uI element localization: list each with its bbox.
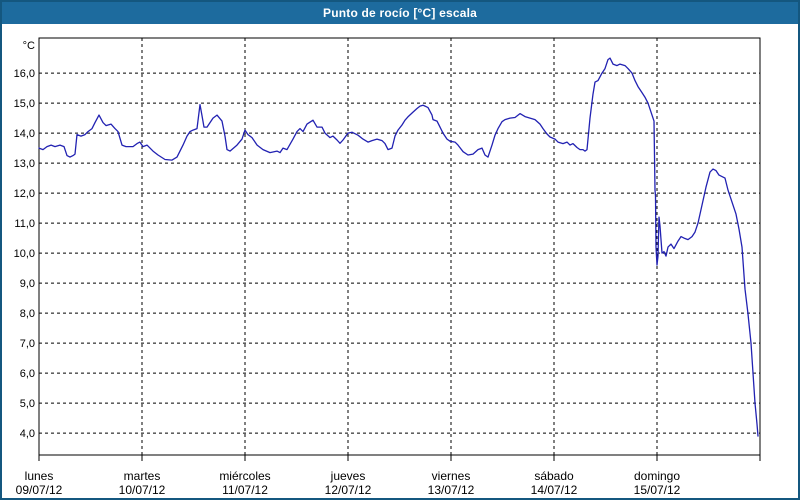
y-tick-label: 6,0 bbox=[20, 368, 35, 380]
y-tick-label: 16,0 bbox=[14, 68, 35, 80]
x-day-label: jueves bbox=[330, 469, 366, 483]
y-tick-label: 10,0 bbox=[14, 248, 35, 260]
x-day-label: martes bbox=[124, 469, 161, 483]
dew-point-line bbox=[38, 57, 759, 437]
x-date-label: 12/07/12 bbox=[325, 483, 372, 497]
chart-area: 16,0 15,0 14,0 13,0 12,0 11,0 10,0 9,0 8,0 7,0 6,0… bbox=[2, 24, 798, 498]
x-date-label: 15/07/12 bbox=[634, 483, 681, 497]
x-day-label: domingo bbox=[634, 469, 680, 483]
y-tick-label: 14,0 bbox=[14, 128, 35, 140]
y-tick-label: 9,0 bbox=[20, 278, 35, 290]
x-date-label: 13/07/12 bbox=[428, 483, 475, 497]
y-tick-label: 5,0 bbox=[20, 398, 35, 410]
y-tick-label: 12,0 bbox=[14, 188, 35, 200]
y-tick-label: 11,0 bbox=[14, 218, 35, 230]
x-day-label: lunes bbox=[25, 469, 54, 483]
title-bar: Punto de rocío [°C] escala bbox=[2, 2, 798, 24]
x-day-label: viernes bbox=[432, 469, 471, 483]
x-day-label: miércoles bbox=[219, 469, 270, 483]
y-tick-label: 8,0 bbox=[20, 308, 35, 320]
dew-point-chart: 16,0 15,0 14,0 13,0 12,0 11,0 10,0 9,0 8,0 7,0 6,0… bbox=[14, 37, 761, 497]
y-axis-unit: °C bbox=[23, 40, 35, 52]
x-date-label: 10/07/12 bbox=[119, 483, 166, 497]
x-day-label: sábado bbox=[534, 469, 574, 483]
page-title: Punto de rocío [°C] escala bbox=[322, 6, 478, 20]
y-tick-label: 15,0 bbox=[14, 98, 35, 110]
x-date-label: 14/07/12 bbox=[531, 483, 578, 497]
y-tick-label: 4,0 bbox=[20, 428, 35, 440]
x-date-label: 11/07/12 bbox=[222, 483, 268, 497]
y-tick-label: 13,0 bbox=[14, 158, 35, 170]
y-tick-label: 7,0 bbox=[20, 338, 35, 350]
plot-frame bbox=[38, 37, 761, 456]
x-date-label: 09/07/12 bbox=[16, 483, 63, 497]
